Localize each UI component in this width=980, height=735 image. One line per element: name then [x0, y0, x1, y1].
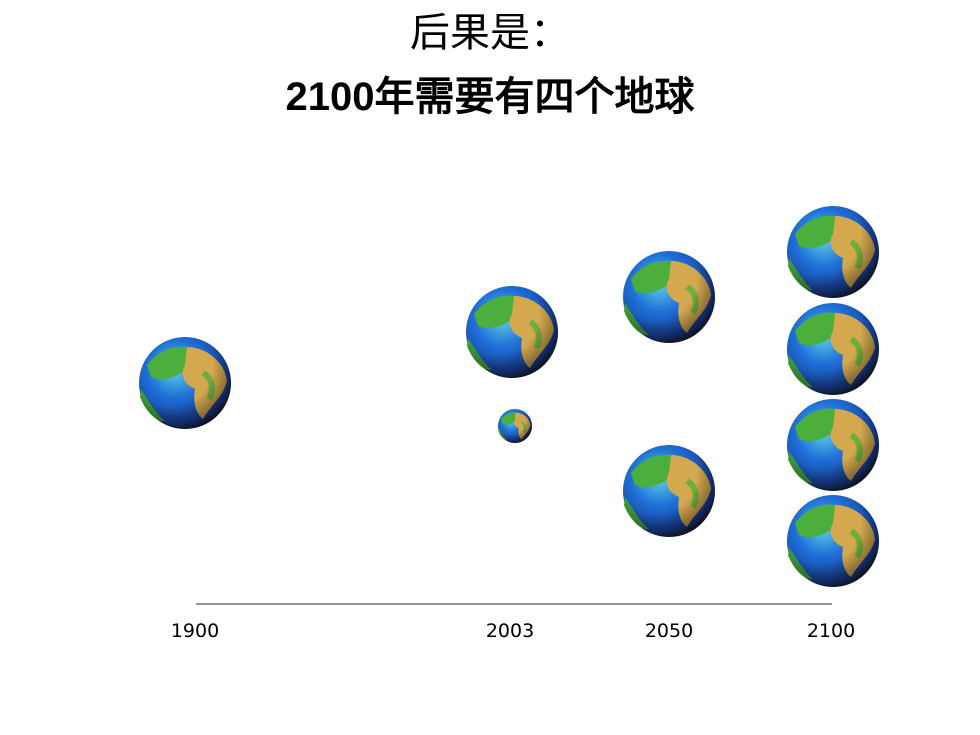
year-label: 1900: [171, 620, 219, 642]
earth: [787, 303, 879, 395]
year-label: 2100: [807, 620, 855, 642]
earth: [787, 495, 879, 587]
year-label: 2050: [645, 620, 693, 642]
earth-small: [496, 407, 534, 445]
title-line1: 后果是：: [410, 10, 570, 56]
earth: [623, 445, 715, 537]
earth: [623, 251, 715, 343]
earth: [787, 206, 879, 298]
earth: [139, 337, 231, 429]
earth: [787, 399, 879, 491]
earths: [139, 206, 879, 587]
earth: [466, 286, 558, 378]
title-line2: 2100年需要有四个地球: [286, 75, 696, 119]
year-label: 2003: [486, 620, 534, 642]
